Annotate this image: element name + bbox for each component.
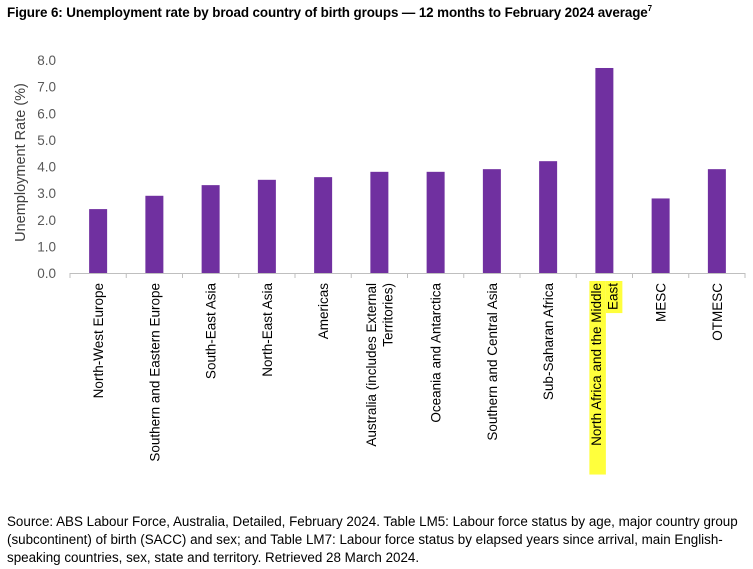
y-tick-label: 6.0 (37, 106, 56, 121)
bar-chart: Unemployment Rate (%) 0.0 1.0 2.0 3.0 4.0 5.0… (13, 53, 746, 475)
y-axis-label-group: Unemployment Rate (%) (13, 83, 29, 242)
x-tick-label: MESC (653, 283, 668, 322)
x-tick-label: North-East Asia (260, 283, 275, 377)
y-tick-label: 7.0 (37, 80, 56, 95)
y-tick-labels: 0.0 1.0 2.0 3.0 4.0 5.0 6.0 7.0 8.0 (37, 53, 56, 281)
bar (595, 67, 614, 273)
y-tick-label: 2.0 (37, 213, 56, 228)
x-tick-label: Australia (includes External (364, 283, 379, 447)
x-tick-label-group: OTMESC (710, 283, 725, 341)
x-tick-label: North Africa and the Middle (589, 283, 604, 446)
bar (482, 169, 501, 273)
x-tick-label: Americas (316, 283, 331, 340)
bar (89, 209, 108, 273)
x-tick-label-group: Southern and Eastern Europe (147, 283, 162, 462)
x-tick-label: OTMESC (710, 283, 725, 341)
bar (651, 198, 670, 273)
x-tick-label: East (605, 283, 620, 310)
y-tick-label: 0.0 (37, 266, 56, 281)
y-tick-label: 5.0 (37, 133, 56, 148)
y-axis-label: Unemployment Rate (%) (13, 83, 29, 242)
x-tick-labels: North-West Europe Southern and Eastern Eu… (91, 280, 725, 475)
x-tick-label: Sub-Saharan Africa (541, 283, 556, 401)
x-tick-label-group: North-West Europe (91, 283, 106, 398)
x-tick-label-group: MESC (653, 283, 668, 322)
x-tick-label: North-West Europe (91, 283, 106, 398)
x-tick-label-group: Americas (316, 283, 331, 340)
bars (89, 67, 726, 273)
highlight-mark (605, 280, 623, 314)
bar (257, 179, 276, 273)
bar (426, 171, 445, 273)
title-footnote: 7 (647, 4, 652, 13)
figure-title: Figure 6: Unemployment rate by broad cou… (7, 4, 652, 20)
x-tick-label-group: Southern and Central Asia (485, 283, 500, 441)
bar (314, 177, 333, 273)
x-tick-label: Southern and Eastern Europe (147, 283, 162, 462)
highlight-mark (589, 281, 606, 475)
x-tick-label-group: Sub-Saharan Africa (541, 283, 556, 401)
bar (707, 169, 726, 273)
x-tick-label: Territories) (380, 283, 395, 347)
y-tick-label: 8.0 (37, 53, 56, 68)
bar (145, 195, 164, 273)
source-note: Source: ABS Labour Force, Australia, Det… (7, 514, 738, 565)
x-tick-label: Oceania and Antarctica (428, 283, 443, 423)
bar (370, 171, 389, 273)
figure-title-text: Figure 6: Unemployment rate by broad cou… (7, 5, 648, 20)
x-tick-label: South-East Asia (203, 283, 218, 380)
y-tick-label: 1.0 (37, 239, 56, 254)
x-tick-label-group: South-East Asia (203, 283, 218, 380)
bar (201, 185, 220, 273)
y-tick-label: 3.0 (37, 186, 56, 201)
bar (539, 161, 558, 273)
x-tick-label-group: Oceania and Antarctica (428, 283, 443, 423)
x-tick-label-group: Australia (includes External Territories) (364, 283, 396, 447)
x-tick-label: Southern and Central Asia (485, 283, 500, 441)
x-tick-label-group: North Africa and the Middle East (589, 280, 623, 475)
y-tick-label: 4.0 (37, 160, 56, 175)
x-tick-label-group: North-East Asia (260, 283, 275, 377)
x-axis (69, 273, 746, 278)
